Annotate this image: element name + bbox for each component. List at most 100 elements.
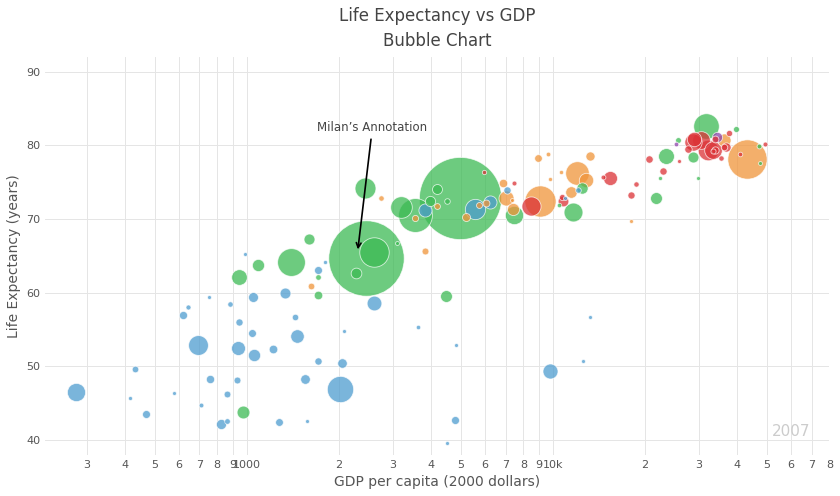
Point [375,194,388,202]
Point [408,211,422,219]
Point [278,289,291,297]
Point [139,410,153,418]
Point [221,390,234,398]
Point [681,145,695,153]
Point [507,179,521,187]
Point [557,196,570,204]
Point [391,239,404,247]
Point [394,202,407,210]
Point [430,202,444,210]
Point [691,174,705,182]
Point [524,202,538,210]
Point [245,329,259,337]
Point [730,125,743,133]
X-axis label: GDP per capita (2000 dollars): GDP per capita (2000 dollars) [334,475,541,489]
Point [669,140,683,148]
Point [223,301,237,309]
Point [412,323,425,331]
Point [302,235,316,243]
Point [499,194,512,202]
Point [542,150,555,158]
Point [453,194,466,202]
Point [359,184,372,192]
Point [483,198,496,206]
Point [685,138,699,146]
Point [312,266,325,274]
Point [533,197,547,205]
Point [439,292,453,300]
Point [266,345,280,353]
Point [706,146,719,154]
Point [239,250,252,258]
Point [191,341,204,349]
Point [566,208,580,216]
Point [753,142,766,150]
Point [441,196,454,204]
Point [717,136,731,144]
Point [577,357,591,365]
Point [418,248,432,255]
Point [233,273,246,281]
Point [732,149,746,157]
Point [596,173,610,181]
Point [300,417,313,425]
Point [570,170,584,178]
Point [246,293,260,301]
Point [706,147,719,155]
Point [367,299,381,307]
Point [687,135,701,143]
Point [543,175,557,183]
Point [659,152,673,160]
Point [284,258,297,266]
Point [479,199,492,207]
Point [507,205,520,213]
Text: Milan’s Annotation: Milan’s Annotation [318,121,428,248]
Point [477,168,491,176]
Point [579,176,592,184]
Point [711,132,724,140]
Point [695,136,708,144]
Point [291,332,304,340]
Point [740,155,753,163]
Point [272,418,286,426]
Point [311,357,324,365]
Point [194,401,207,409]
Point [714,154,727,162]
Point [555,193,569,201]
Point [501,186,514,194]
Point [440,439,454,447]
Point [311,273,324,281]
Point [717,143,731,151]
Point [367,248,381,256]
Point [338,327,351,335]
Point [232,318,245,326]
Point [318,258,332,266]
Point [604,174,617,182]
Point [167,389,181,397]
Point [70,388,83,396]
Point [230,375,244,383]
Point [753,159,766,167]
Point [123,394,137,402]
Point [202,293,216,301]
Point [624,217,638,225]
Point [671,136,685,144]
Point [360,254,373,262]
Point [722,129,736,137]
Point [408,214,422,222]
Text: 2007: 2007 [771,424,810,439]
Point [629,181,643,188]
Point [505,196,518,204]
Point [203,375,217,383]
Point [221,417,234,425]
Point [335,360,349,368]
Point [237,408,250,416]
Point [449,416,462,424]
Point [469,205,482,213]
Point [575,184,589,192]
Point [720,143,733,151]
Point [312,291,325,299]
Point [231,344,244,352]
Point [496,179,510,187]
Point [543,368,557,375]
